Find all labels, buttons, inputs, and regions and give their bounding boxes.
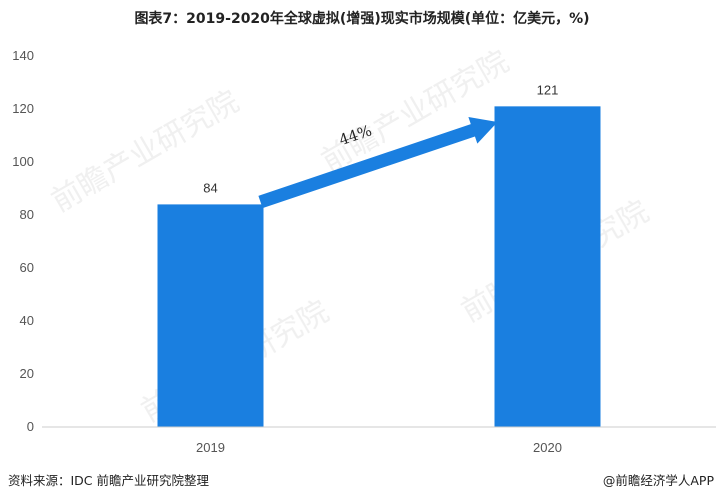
watermark-text: 前瞻产业研究院: [46, 84, 245, 219]
data-label-2019: 84: [203, 180, 217, 195]
y-tick-label: 120: [12, 101, 34, 116]
y-tick-label: 60: [20, 260, 34, 275]
watermark-text: 前瞻产业研究院: [316, 44, 515, 179]
brand-credit: @前瞻经济学人APP: [602, 473, 714, 488]
y-tick-label: 0: [27, 419, 34, 434]
growth-arrow: [258, 117, 498, 209]
arrow-shape: [258, 117, 498, 209]
x-tick-label-2020: 2020: [533, 440, 562, 455]
bar-2019: [157, 204, 264, 427]
y-axis: 0 20 40 60 80 100 120 140: [12, 48, 34, 434]
bar-2020: [494, 106, 601, 427]
y-tick-label: 20: [20, 366, 34, 381]
source-note: 资料来源：IDC 前瞻产业研究院整理: [8, 473, 210, 488]
x-tick-label-2019: 2019: [196, 440, 225, 455]
chart-title: 图表7：2019-2020年全球虚拟(增强)现实市场规模(单位：亿美元，%): [134, 11, 590, 27]
y-tick-label: 80: [20, 207, 34, 222]
y-tick-label: 100: [12, 154, 34, 169]
data-label-2020: 121: [537, 82, 559, 97]
y-tick-label: 140: [12, 48, 34, 63]
bars-group: 84 121: [157, 82, 601, 427]
y-tick-label: 40: [20, 313, 34, 328]
x-axis: 2019 2020: [196, 440, 562, 455]
